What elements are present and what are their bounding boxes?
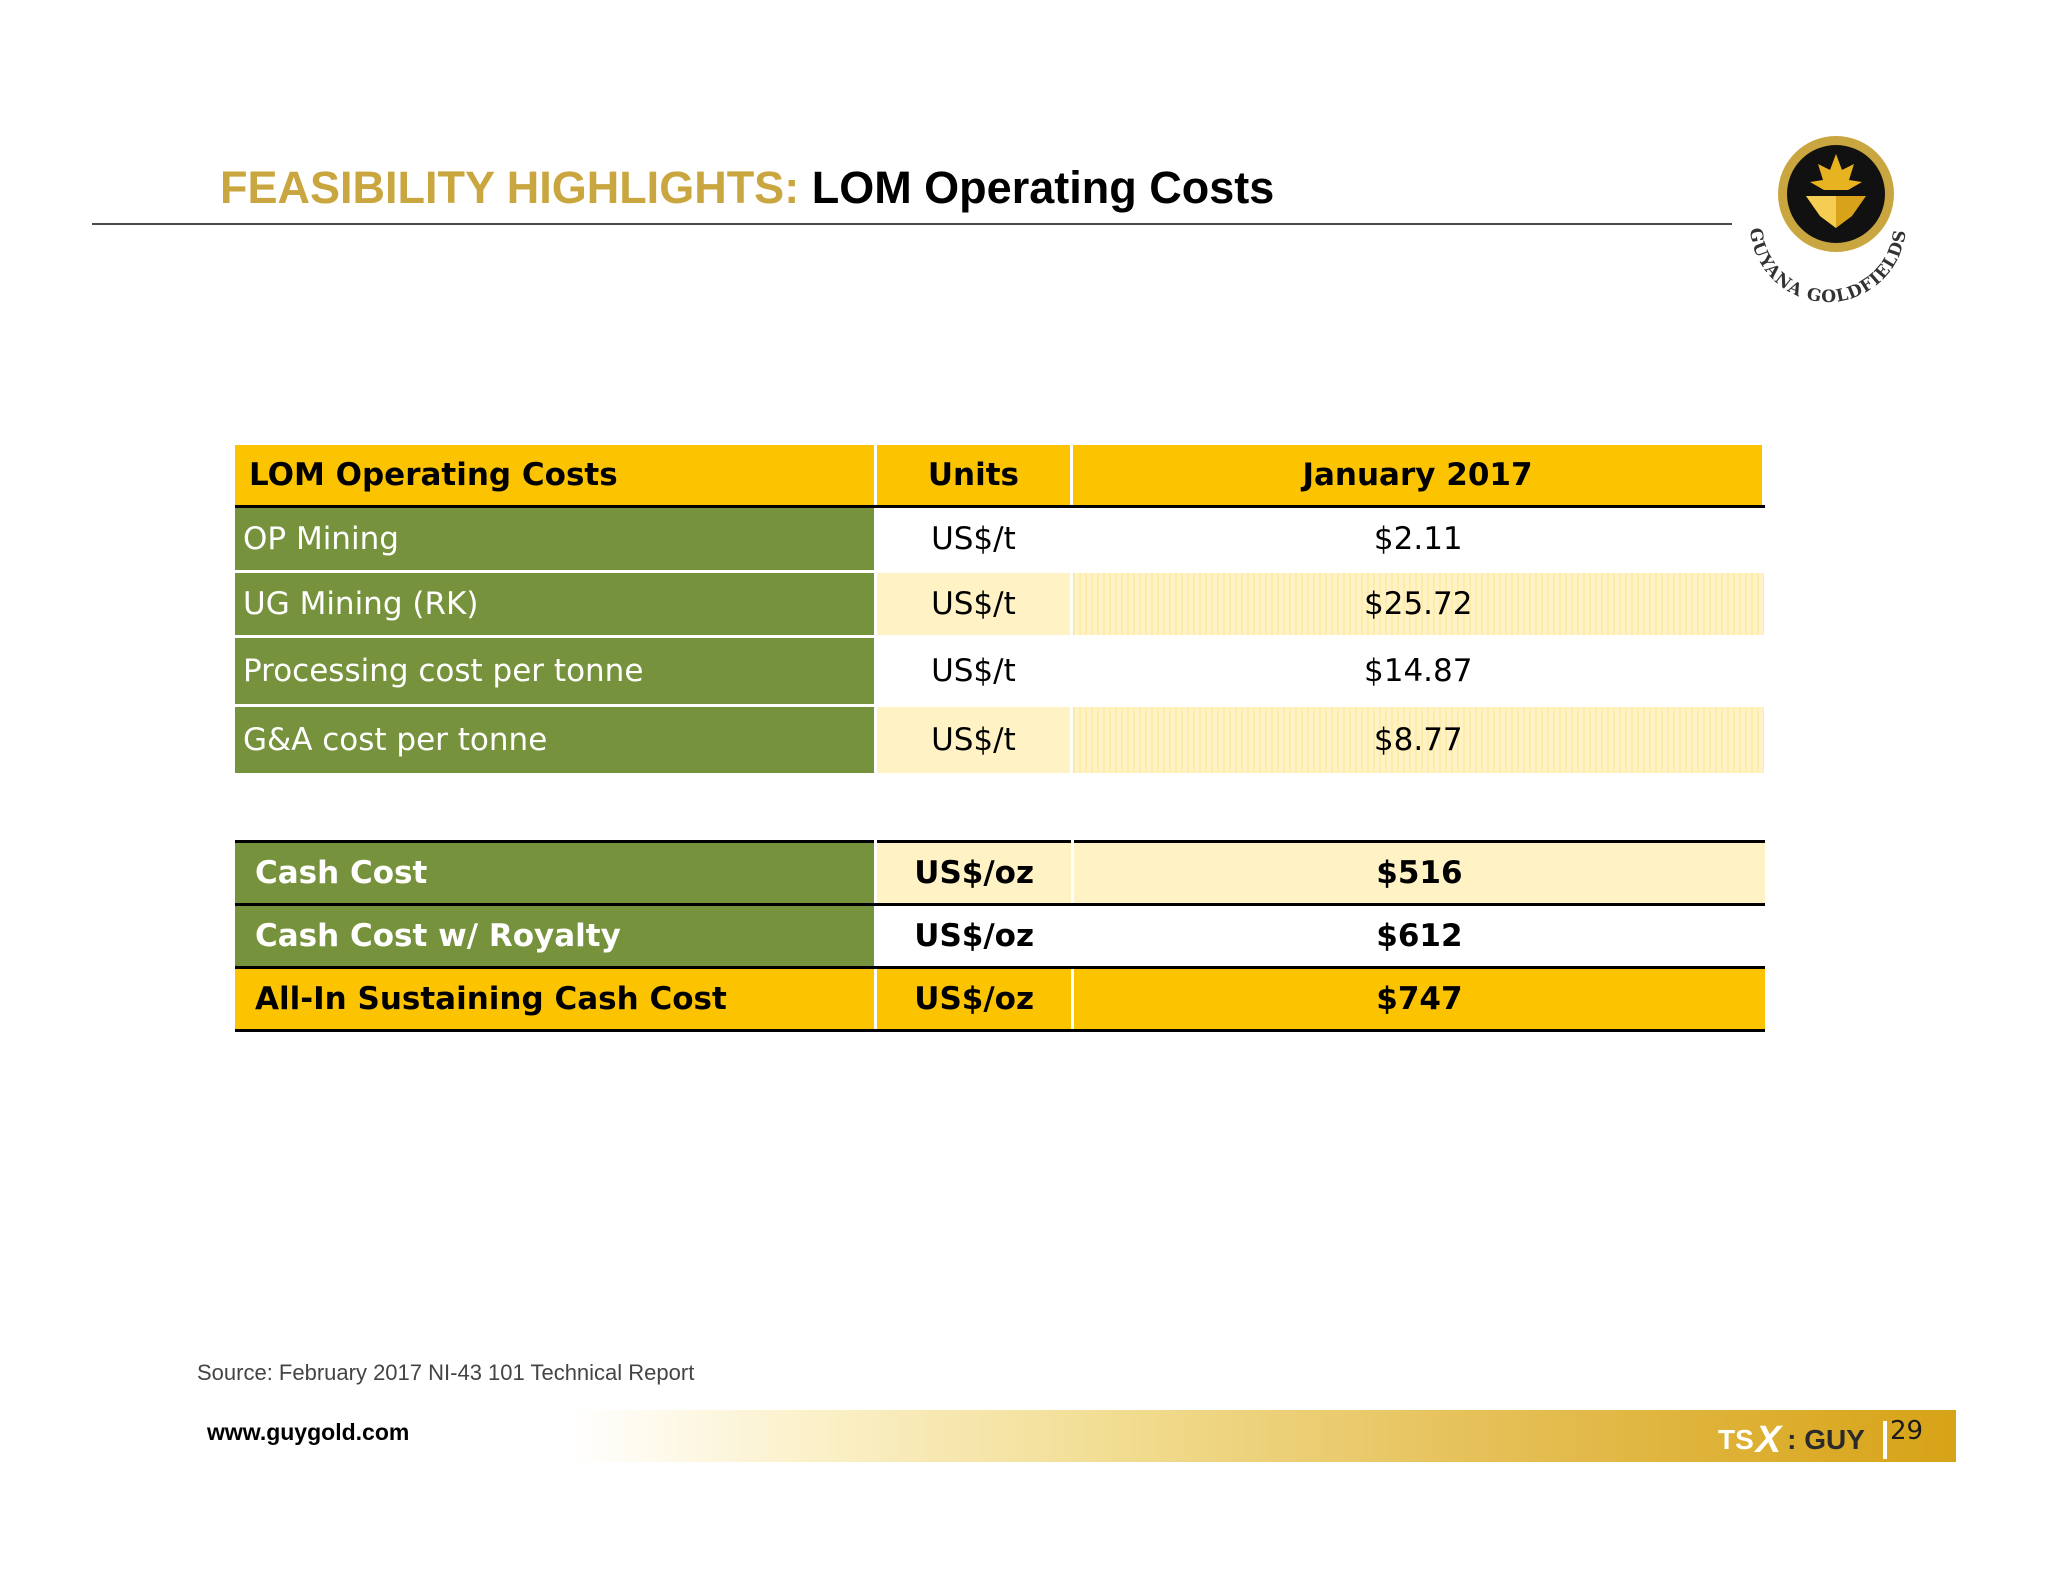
title-prefix: FEASIBILITY HIGHLIGHTS:: [220, 162, 800, 213]
source-note: Source: February 2017 NI-43 101 Technica…: [197, 1360, 695, 1385]
row-unit: US$/t: [875, 571, 1074, 638]
row-unit: US$/oz: [875, 904, 1074, 969]
ticker-symbol: : GUY: [1787, 1424, 1865, 1455]
row-label: G&A cost per tonne: [235, 705, 877, 776]
row-label: Cash Cost w/ Royalty: [235, 904, 878, 969]
ticker-exchange-a: TS: [1718, 1424, 1754, 1455]
row-value: $2.11: [1071, 506, 1764, 573]
row-value: $14.87: [1071, 636, 1764, 707]
row-unit: US$/oz: [875, 841, 1074, 906]
row-value: $516: [1072, 841, 1765, 906]
row-label: OP Mining: [235, 506, 877, 573]
website-link[interactable]: www.guygold.com: [207, 1419, 410, 1445]
table-row: UG Mining (RK) US$/t $25.72: [235, 571, 1764, 638]
row-value: $612: [1072, 904, 1765, 969]
page-title: FEASIBILITY HIGHLIGHTS: LOM Operating Co…: [220, 158, 1274, 218]
stock-ticker: TS X: GUY: [1718, 1418, 1887, 1461]
table-row: G&A cost per tonne US$/t $8.77: [235, 705, 1764, 776]
footer-band: [568, 1410, 1956, 1462]
table-row: Cash Cost US$/oz $516: [235, 841, 1765, 906]
title-main: LOM Operating Costs: [811, 162, 1275, 213]
row-unit: US$/t: [875, 705, 1074, 776]
table-row: Cash Cost w/ Royalty US$/oz $612: [235, 904, 1765, 969]
row-value: $747: [1072, 967, 1765, 1032]
title-divider: [92, 223, 1732, 225]
company-logo: GUYANA GOLDFIELDS INC.: [1728, 124, 1910, 307]
ticker-divider: [1882, 1421, 1887, 1459]
table-header-row: LOM Operating Costs Units January 2017: [235, 445, 1765, 508]
table-row: OP Mining US$/t $2.11: [235, 506, 1764, 573]
row-label: UG Mining (RK): [235, 571, 877, 638]
row-unit: US$/t: [875, 636, 1074, 707]
row-value: $8.77: [1071, 705, 1764, 776]
row-label: Processing cost per tonne: [235, 636, 877, 707]
header-period: January 2017: [1071, 445, 1765, 508]
row-value: $25.72: [1071, 571, 1764, 638]
maple-leaf-gold-nugget-icon: [1806, 154, 1866, 228]
page-number: 29: [1890, 1416, 1924, 1446]
table-row: Processing cost per tonne US$/t $14.87: [235, 636, 1764, 707]
row-unit: US$/oz: [875, 967, 1074, 1032]
header-units: Units: [875, 445, 1074, 508]
ticker-exchange-b: X: [1755, 1418, 1782, 1461]
table-row: All-In Sustaining Cash Cost US$/oz $747: [235, 967, 1765, 1032]
row-unit: US$/t: [875, 506, 1074, 573]
row-label: Cash Cost: [235, 841, 878, 906]
header-cost-item: LOM Operating Costs: [235, 445, 877, 508]
cash-cost-table: Cash Cost US$/oz $516 Cash Cost w/ Royal…: [235, 840, 1765, 1032]
row-label: All-In Sustaining Cash Cost: [235, 967, 878, 1032]
operating-costs-table: LOM Operating Costs Units January 2017 O…: [235, 445, 1765, 776]
